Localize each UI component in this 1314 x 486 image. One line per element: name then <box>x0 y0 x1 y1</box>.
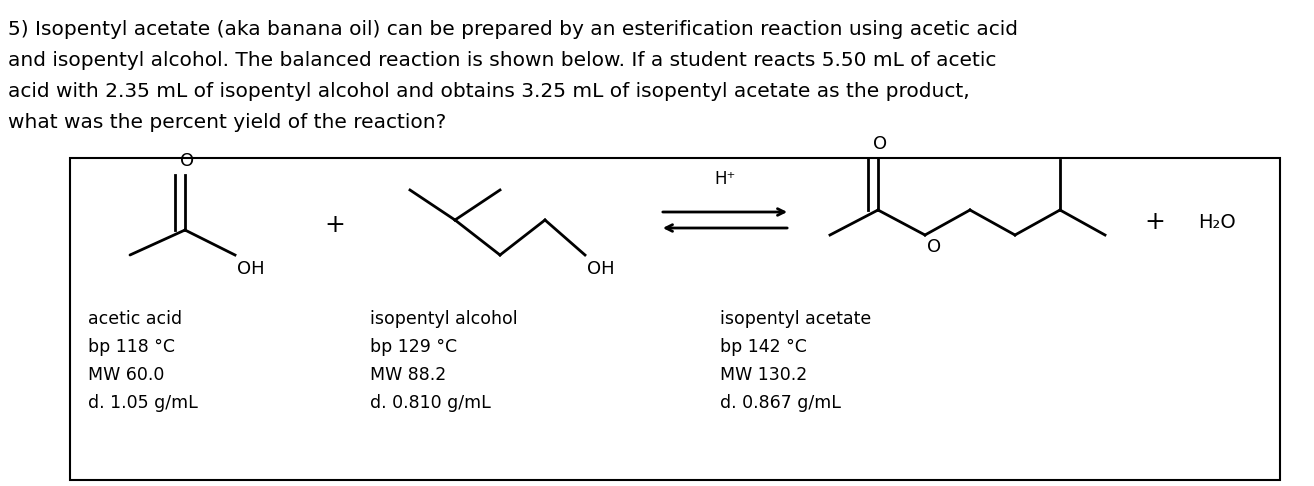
Text: H₂O: H₂O <box>1198 212 1235 231</box>
Text: what was the percent yield of the reaction?: what was the percent yield of the reacti… <box>8 113 447 132</box>
Text: and isopentyl alcohol. The balanced reaction is shown below. If a student reacts: and isopentyl alcohol. The balanced reac… <box>8 51 996 70</box>
Text: +: + <box>325 213 346 237</box>
Text: H⁺: H⁺ <box>715 170 736 188</box>
Text: 5) Isopentyl acetate (aka banana oil) can be prepared by an esterification react: 5) Isopentyl acetate (aka banana oil) ca… <box>8 20 1018 39</box>
Text: MW 130.2: MW 130.2 <box>720 366 807 384</box>
Text: MW 60.0: MW 60.0 <box>88 366 164 384</box>
Text: isopentyl acetate: isopentyl acetate <box>720 310 871 328</box>
Text: d. 0.867 g/mL: d. 0.867 g/mL <box>720 394 841 412</box>
Text: O: O <box>872 135 887 153</box>
Text: OH: OH <box>237 260 264 278</box>
Text: OH: OH <box>587 260 615 278</box>
Bar <box>70 158 1280 480</box>
Text: bp 129 °C: bp 129 °C <box>371 338 457 356</box>
Text: bp 118 °C: bp 118 °C <box>88 338 175 356</box>
Text: acid with 2.35 mL of isopentyl alcohol and obtains 3.25 mL of isopentyl acetate : acid with 2.35 mL of isopentyl alcohol a… <box>8 82 970 101</box>
Text: acetic acid: acetic acid <box>88 310 183 328</box>
Text: bp 142 °C: bp 142 °C <box>720 338 807 356</box>
Text: isopentyl alcohol: isopentyl alcohol <box>371 310 518 328</box>
Text: d. 1.05 g/mL: d. 1.05 g/mL <box>88 394 197 412</box>
Text: d. 0.810 g/mL: d. 0.810 g/mL <box>371 394 490 412</box>
Text: +: + <box>1144 210 1166 234</box>
Text: O: O <box>180 152 194 170</box>
Text: O: O <box>926 238 941 256</box>
Text: MW 88.2: MW 88.2 <box>371 366 447 384</box>
